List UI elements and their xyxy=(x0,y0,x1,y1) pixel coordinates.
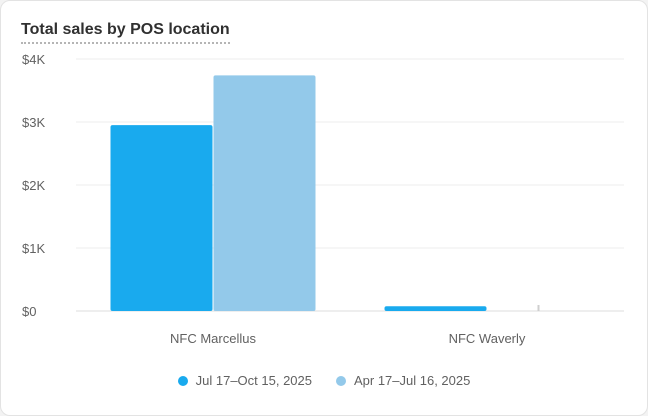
y-tick-label: $4K xyxy=(22,52,45,67)
legend-swatch-series-2 xyxy=(335,375,346,386)
legend: Jul 17–Oct 15, 2025 Apr 17–Jul 16, 2025 xyxy=(0,373,648,388)
x-tick-label: NFC Waverly xyxy=(449,331,526,346)
y-tick-label: $3K xyxy=(22,115,45,130)
bar-1-nfc-marcellus[interactable] xyxy=(110,125,213,312)
legend-swatch-series-1 xyxy=(177,375,188,386)
y-tick-label: $0 xyxy=(22,304,36,319)
chart-title[interactable]: Total sales by POS location xyxy=(21,20,230,44)
bars xyxy=(110,75,540,312)
y-axis-tick-labels: $0 $1K $2K $3K $4K xyxy=(22,52,45,319)
x-tick-label: NFC Marcellus xyxy=(170,331,256,346)
bar-1-nfc-waverly[interactable] xyxy=(384,306,487,311)
legend-label-series-1: Jul 17–Oct 15, 2025 xyxy=(195,373,312,388)
legend-item-series-2[interactable]: Apr 17–Jul 16, 2025 xyxy=(335,373,471,388)
bar-2-nfc-marcellus[interactable] xyxy=(213,75,316,311)
y-tick-label: $1K xyxy=(22,241,45,256)
y-tick-label: $2K xyxy=(22,178,45,193)
legend-item-series-1[interactable]: Jul 17–Oct 15, 2025 xyxy=(177,373,312,388)
legend-label-series-2: Apr 17–Jul 16, 2025 xyxy=(353,373,471,388)
x-axis-tick-labels: NFC Marcellus NFC Waverly xyxy=(170,331,526,346)
